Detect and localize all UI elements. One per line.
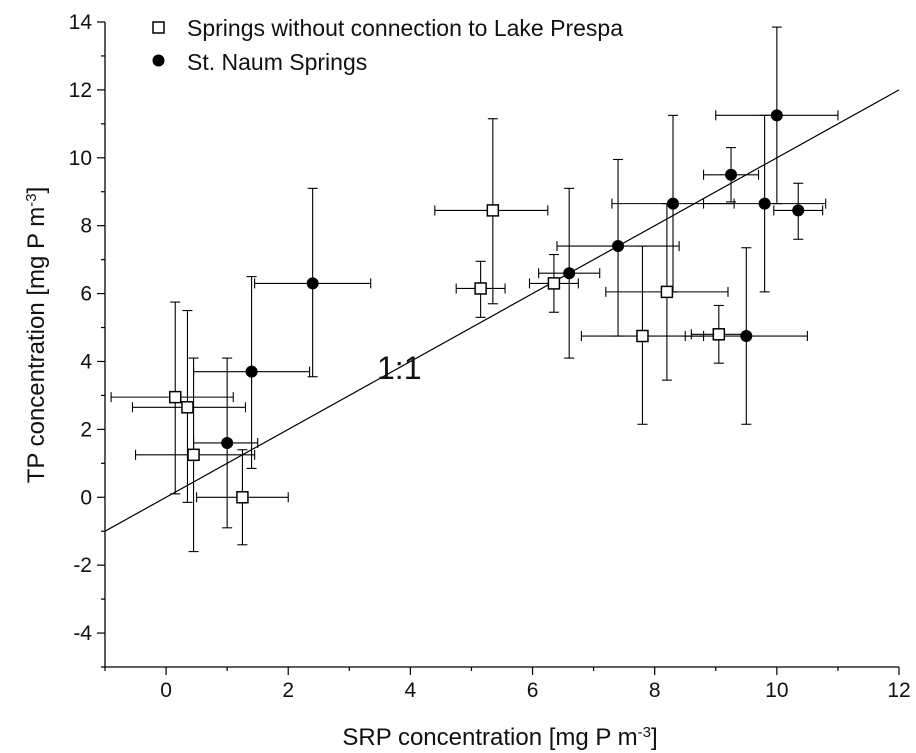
y-tick-label: -2 [73, 554, 92, 577]
data-point-filled-circle [612, 240, 625, 253]
plot-frame [104, 22, 899, 668]
one-to-one-line [104, 89, 900, 532]
axis-ticks: 0 2 4 6 8 10 12 -4 -2 0 2 4 6 8 10 12 14 [69, 11, 911, 702]
one-to-one-line-path [104, 89, 900, 532]
x-axis-title-sup: -3 [638, 724, 651, 741]
data-point-filled-circle [725, 168, 738, 181]
data-point-filled-circle [221, 436, 234, 449]
data-point-open-square [474, 282, 487, 295]
y-axis-title-sup: -3 [23, 193, 40, 206]
legend-label-series-1: Springs without connection to Lake Presp… [187, 15, 623, 41]
data-point-filled-circle [740, 330, 753, 343]
data-point-open-square [636, 329, 649, 343]
x-axis-title-main: SRP concentration [mg P m [342, 724, 637, 751]
x-tick-label: 2 [282, 679, 294, 702]
reference-line-label: 1:1 [377, 350, 421, 386]
y-tick-label: 12 [69, 79, 92, 102]
y-tick-label: 0 [80, 486, 92, 509]
y-tick-label: 2 [80, 418, 92, 441]
x-tick-label: 0 [160, 679, 172, 702]
data-point-open-square [712, 328, 726, 341]
x-tick-label: 4 [405, 679, 417, 702]
data-point-filled-circle [245, 365, 258, 378]
y-axis-title-end: ] [23, 187, 50, 194]
y-tick-label: 14 [69, 11, 93, 34]
x-tick-label: 10 [765, 679, 788, 702]
data-point-open-square [547, 277, 561, 290]
data-point-filled-circle [563, 267, 576, 280]
data-point-open-square [486, 204, 500, 217]
x-tick-label: 8 [649, 679, 661, 702]
data-point-filled-circle [306, 277, 319, 290]
data-point-filled-circle [667, 197, 680, 210]
data-point-open-square [168, 390, 182, 404]
y-tick-label: 4 [80, 350, 92, 373]
x-tick-label: 6 [527, 679, 539, 702]
legend-marker-open-square [152, 21, 165, 34]
x-axis-title-end: ] [651, 724, 658, 751]
data-markers [168, 109, 805, 504]
x-axis-title: SRP concentration [mg P m-3] [342, 724, 657, 752]
y-axis-title: TP concentration [mg P m-3] [23, 187, 51, 484]
y-tick-label: 8 [80, 215, 92, 238]
y-tick-label: 6 [80, 283, 92, 306]
data-point-open-square [236, 491, 249, 504]
legend-label-series-2: St. Naum Springs [187, 49, 367, 75]
y-tick-label: 10 [69, 147, 92, 170]
legend: Springs without connection to Lake Presp… [152, 15, 623, 75]
data-point-open-square [187, 448, 200, 462]
data-point-filled-circle [770, 109, 783, 122]
data-point-filled-circle [792, 204, 805, 217]
data-point-open-square [181, 401, 194, 414]
data-point-open-square [660, 285, 674, 299]
y-tick-label: -4 [73, 622, 92, 645]
x-tick-label: 12 [887, 679, 910, 702]
y-axis-title-main: TP concentration [mg P m [23, 207, 50, 484]
data-point-filled-circle [758, 197, 771, 210]
legend-marker-filled-circle [152, 54, 165, 67]
